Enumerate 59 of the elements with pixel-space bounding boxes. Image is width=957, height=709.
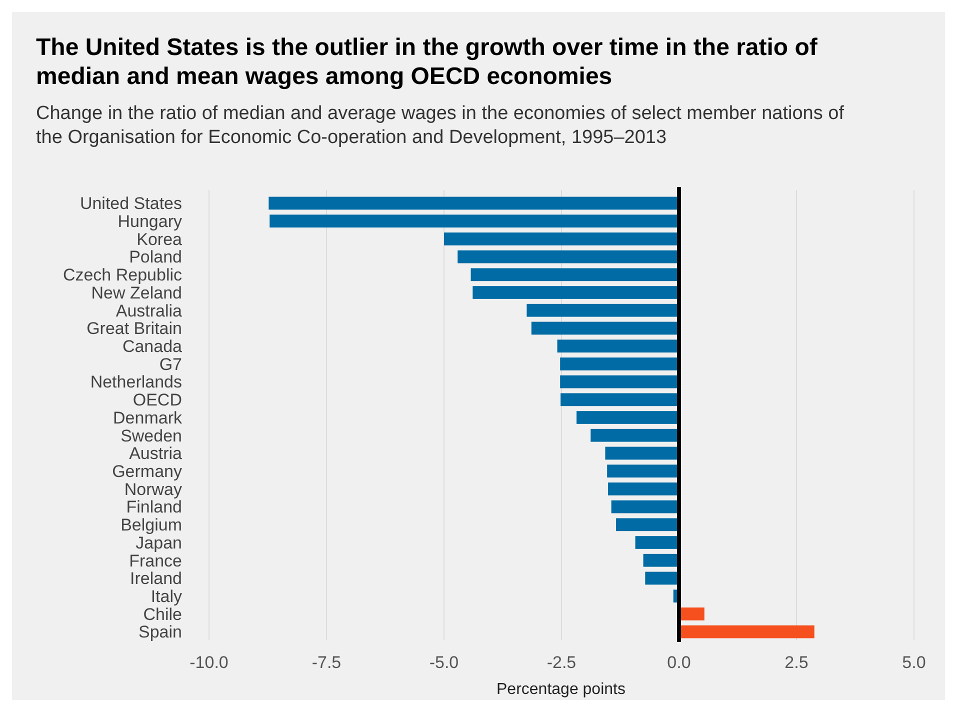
x-tick-label: 0.0 (667, 653, 691, 672)
y-tick-label: Australia (116, 301, 183, 320)
y-tick-label: Poland (129, 248, 182, 267)
bar (679, 608, 704, 620)
y-tick-label: Japan (136, 533, 182, 552)
bar (531, 322, 679, 335)
y-tick-label: Norway (124, 480, 182, 499)
bar (560, 375, 679, 388)
y-tick-label: Italy (150, 587, 182, 606)
chart-subtitle: Change in the ratio of median and average wages in the economies of select member nations of the Organisation for Economic Co-operation and Development, 1995–2013 (36, 103, 845, 148)
x-tick-label: -2.5 (546, 653, 576, 672)
bar (608, 482, 679, 496)
y-tick-label: Sweden (120, 426, 182, 446)
y-tick-label: New Zeland (91, 283, 182, 302)
x-tick-label: 5.0 (902, 653, 926, 672)
x-tick-label: -7.5 (312, 653, 342, 672)
x-tick-label: -5.0 (429, 653, 459, 672)
bar (472, 286, 679, 299)
y-tick-label: Belgium (120, 516, 182, 535)
bar (679, 625, 814, 638)
bar (560, 393, 679, 406)
y-tick-label: Denmark (113, 408, 182, 428)
x-axis-title: Percentage points (496, 681, 626, 698)
bar (268, 196, 679, 210)
y-tick-label: Czech Republic (62, 266, 182, 285)
y-tick-label: Spain (138, 622, 182, 642)
bar (616, 518, 679, 532)
y-tick-label: OECD (132, 390, 182, 410)
bar (643, 554, 679, 567)
x-tick-label: 2.5 (784, 653, 808, 672)
bar (470, 268, 679, 282)
bar (590, 428, 679, 442)
y-tick-label: Korea (136, 230, 183, 249)
y-tick-label: Austria (129, 444, 183, 464)
bar (458, 250, 679, 264)
y-tick-label: Germany (112, 462, 182, 482)
bar (645, 572, 679, 585)
bar (560, 358, 679, 370)
y-tick-label: Hungary (118, 212, 182, 232)
y-tick-label: France (129, 551, 182, 570)
bar (270, 214, 679, 228)
bar (576, 411, 679, 424)
bar (557, 340, 679, 352)
y-tick-label: United States (80, 194, 182, 214)
y-tick-label: Great Britain (86, 319, 182, 338)
bar (444, 232, 679, 246)
bar (607, 464, 679, 478)
y-tick-label: Canada (122, 337, 183, 356)
bar (635, 536, 679, 549)
y-tick-label: Finland (126, 498, 182, 517)
y-tick-label: G7 (159, 354, 182, 374)
chart-title: The United States is the outlier in the growth over time in the ratio of median and mean wages among OECD economies (36, 34, 818, 90)
bar (526, 304, 679, 317)
bar (605, 446, 679, 460)
x-tick-label: -10.0 (190, 653, 228, 672)
y-tick-label: Ireland (130, 569, 182, 588)
y-tick-label: Chile (143, 604, 182, 624)
y-tick-label: Netherlands (90, 372, 182, 392)
bar (611, 500, 679, 514)
